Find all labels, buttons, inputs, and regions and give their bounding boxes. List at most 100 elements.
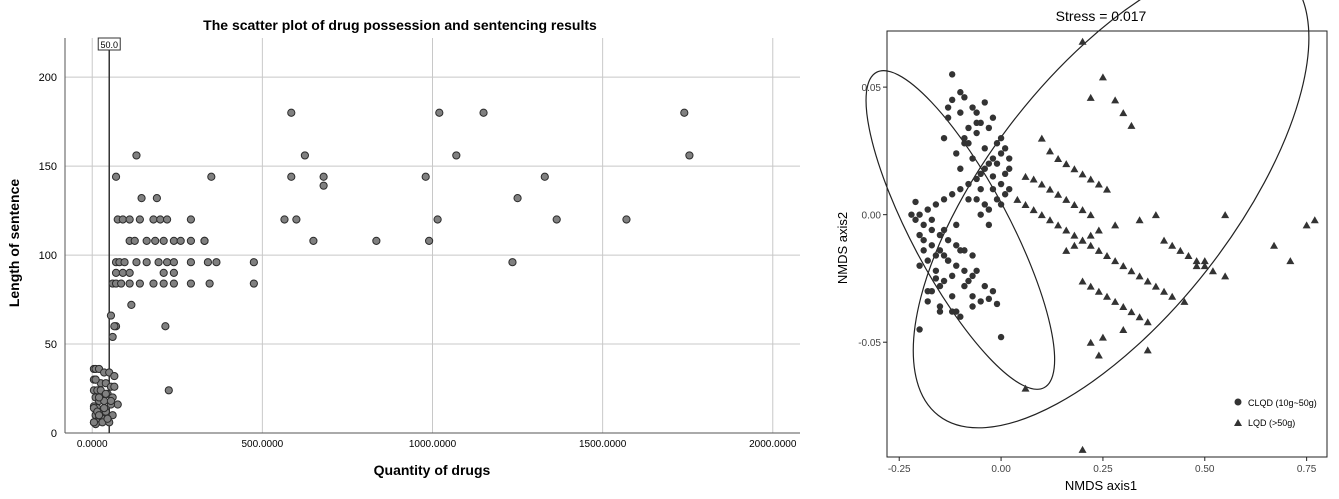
clqd-point — [920, 221, 927, 229]
lqd-point — [1086, 211, 1095, 219]
data-point — [91, 375, 100, 384]
x-tick-label: 0.0000 — [77, 439, 108, 450]
lqd-point — [1111, 221, 1120, 229]
chart-title: The scatter plot of drug possession and … — [203, 17, 597, 33]
lqd-point — [1119, 262, 1128, 270]
lqd-point — [1037, 180, 1046, 188]
clqd-point — [1001, 145, 1009, 152]
clqd-point — [932, 275, 940, 282]
data-point — [540, 172, 549, 181]
x-tick-label: 1500.0000 — [579, 439, 627, 450]
clqd-point — [936, 247, 944, 254]
clqd-point — [961, 282, 968, 290]
clqd-point — [916, 231, 923, 239]
clqd-point — [993, 196, 1001, 203]
data-point — [309, 236, 318, 245]
x-tick-label: -0.25 — [888, 464, 911, 475]
clqd-point — [944, 104, 952, 111]
data-point — [151, 236, 160, 245]
lqd-point — [1078, 170, 1087, 178]
lqd-point — [1160, 287, 1169, 295]
clqd-point — [981, 201, 988, 208]
lqd-point — [1151, 282, 1160, 290]
data-point — [287, 172, 296, 181]
lqd-point — [1310, 216, 1319, 224]
clqd-point — [924, 298, 931, 305]
lqd-point — [1062, 160, 1071, 168]
data-point — [186, 258, 196, 267]
lqd-point — [1135, 313, 1144, 321]
data-point — [435, 108, 444, 117]
data-point — [513, 194, 522, 203]
lqd-point — [1021, 384, 1030, 392]
data-point — [162, 258, 172, 267]
lqd-point — [1070, 200, 1079, 208]
lqd-point — [1119, 109, 1128, 117]
y-tick-label: 50 — [45, 339, 57, 351]
data-point — [108, 332, 117, 342]
data-point — [100, 403, 109, 413]
x-tick-label: 0.00 — [991, 464, 1011, 475]
x-tick-label: 1000.0000 — [409, 439, 457, 450]
chart-title: Stress = 0.017 — [1056, 8, 1147, 24]
clqd-point — [961, 94, 968, 101]
left-chart-svg: The scatter plot of drug possession and … — [6, 17, 800, 478]
lqd-point — [1143, 346, 1152, 354]
clqd-point — [985, 295, 993, 303]
clqd-point — [981, 145, 988, 152]
lqd-point — [1302, 221, 1311, 229]
data-point — [135, 279, 144, 288]
clqd-point — [940, 134, 948, 142]
clqd-point — [981, 99, 988, 106]
lqd-point — [1098, 333, 1107, 341]
clqd-point — [1006, 165, 1013, 172]
clqd-point — [961, 134, 968, 142]
data-point — [89, 418, 99, 427]
clqd-point — [948, 191, 956, 198]
clqd-point — [957, 165, 964, 172]
lqd-point — [1143, 318, 1152, 326]
clqd-point — [993, 160, 1001, 167]
clqd-point — [1001, 170, 1009, 178]
lqd-point — [1192, 257, 1201, 265]
clqd-point — [961, 140, 968, 147]
reference-label: 50.0 — [100, 40, 118, 50]
lqd-point — [1078, 236, 1087, 244]
y-tick-label: 100 — [39, 250, 57, 262]
lqd-point — [1184, 251, 1193, 259]
lqd-point — [1098, 73, 1107, 81]
y-tick-label: 0 — [51, 428, 57, 440]
clqd-point — [944, 114, 952, 121]
clqd-point — [965, 124, 972, 132]
clqd-point — [940, 226, 948, 234]
clqd-point — [965, 180, 972, 188]
lqd-point — [1103, 185, 1111, 193]
reference-line: 50.0 — [97, 37, 121, 433]
legend-entry-lqd: LQD (>50g) — [1248, 418, 1295, 428]
clqd-point — [940, 252, 948, 259]
clqd-point — [997, 134, 1005, 142]
clqd-point — [969, 272, 976, 280]
legend-circle-marker — [1234, 398, 1242, 406]
clqd-point — [965, 196, 972, 203]
clqd-point — [936, 308, 944, 315]
data-point — [110, 322, 119, 331]
clqd-point — [997, 180, 1005, 188]
data-point — [120, 258, 129, 267]
clqd-point — [993, 300, 1001, 308]
lqd-point — [1200, 257, 1209, 265]
lqd-point — [1160, 236, 1169, 244]
clqd-point — [944, 257, 952, 264]
clqd-point — [924, 206, 931, 213]
lqd-point — [1119, 302, 1128, 310]
clqd-point — [981, 165, 988, 172]
lqd-point — [1013, 195, 1022, 203]
data-point — [110, 371, 119, 381]
lqd-point — [1086, 175, 1095, 183]
data-point — [186, 215, 196, 224]
data-point — [111, 268, 121, 277]
data-point — [319, 181, 328, 190]
lqd-point — [1111, 297, 1120, 305]
y-axis-label: NMDS axis2 — [835, 212, 850, 284]
